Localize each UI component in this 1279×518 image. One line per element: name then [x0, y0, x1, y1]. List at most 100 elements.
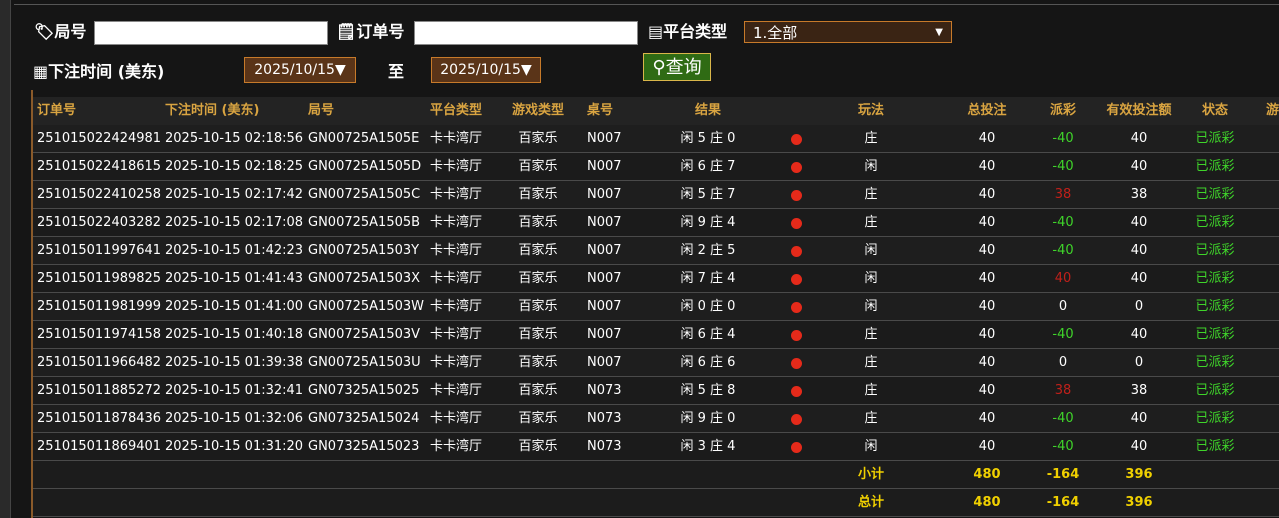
cell: 已派彩 [1195, 355, 1235, 370]
cell: 38 [1054, 187, 1072, 202]
cell: 卡卡湾厅 [430, 439, 483, 454]
cell: 251015022410258 [37, 187, 162, 202]
cell: 卡卡湾厅 [430, 187, 483, 202]
play-icon [791, 162, 802, 173]
cell: 闲 [864, 439, 878, 454]
cell: 40 [978, 355, 996, 370]
cell: 百家乐 [518, 439, 558, 454]
cell: 闲 3 庄 4 [680, 439, 736, 454]
query-button[interactable]: ⚲查询 [643, 53, 711, 81]
cell: 闲 0 庄 0 [680, 299, 736, 314]
cell: 已派彩 [1195, 383, 1235, 398]
label: 平台类型 [663, 22, 728, 41]
cell: 2025-10-15 01:40:18 [165, 327, 304, 342]
cell: 已派彩 [1195, 439, 1235, 454]
cell: -40 [1052, 411, 1074, 426]
cell: 已派彩 [1195, 243, 1235, 258]
cell: 已派彩 [1195, 215, 1235, 230]
top-border [14, 4, 1279, 5]
cell: 38 [1130, 187, 1148, 202]
cell: 0 [1058, 355, 1068, 370]
table-row [33, 377, 1279, 405]
cell: 2025-10-15 01:41:43 [165, 271, 304, 286]
play-icon [791, 386, 802, 397]
cell: -40 [1052, 243, 1074, 258]
cell: 已派彩 [1195, 159, 1235, 174]
cell: 已派彩 [1195, 327, 1235, 342]
cell: 251015011878436 [37, 411, 162, 426]
cell: 251015011974158 [37, 327, 162, 342]
round-label: 🏷局号 [34, 22, 87, 41]
cell: 闲 6 庄 7 [680, 159, 736, 174]
play-icon [791, 442, 802, 453]
cell: 闲 [864, 159, 878, 174]
header-cell: 玩法 [857, 103, 884, 118]
cell: 40 [1130, 131, 1148, 146]
cell: GN00725A1505D [308, 159, 422, 174]
header-cell: 游 [1266, 103, 1279, 118]
cell: GN00725A1503Y [308, 243, 420, 258]
cell: 庄 [864, 215, 878, 230]
label: 局号 [54, 22, 87, 41]
label: 订单号 [356, 22, 405, 41]
header-cell: 结果 [694, 103, 721, 118]
cell: GN00725A1503U [308, 355, 421, 370]
summary-cell: -164 [1046, 495, 1080, 510]
table-row [33, 349, 1279, 377]
summary-cell: 480 [973, 495, 1001, 510]
bet-table: 订单号 下注时间 (美东) 局号 平台类型 游戏类型 桌号 结果 玩法 总投注 派彩 有效投注额 状态… [33, 97, 1279, 518]
cell: 40 [978, 187, 996, 202]
cell: 2025-10-15 02:18:25 [165, 159, 304, 174]
cell: 百家乐 [518, 411, 558, 426]
cell: 庄 [864, 383, 878, 398]
cell: GN00725A1505B [308, 215, 421, 230]
cell: 251015011885272 [37, 383, 162, 398]
cell: 百家乐 [518, 243, 558, 258]
cell: 2025-10-15 01:32:06 [165, 411, 304, 426]
cell: 0 [1134, 299, 1144, 314]
cell: 40 [978, 439, 996, 454]
select-value: 1.全部 [753, 24, 798, 42]
cell: 2025-10-15 01:41:00 [165, 299, 304, 314]
summary-cell: 396 [1125, 495, 1153, 510]
table-row [33, 433, 1279, 461]
play-icon [791, 358, 802, 369]
cell: N073 [587, 439, 622, 454]
cell: GN07325A15024 [308, 411, 420, 426]
cell: -40 [1052, 159, 1074, 174]
cell: 卡卡湾厅 [430, 383, 483, 398]
table-row [33, 265, 1279, 293]
cell: 251015011966482 [37, 355, 162, 370]
platform-select[interactable]: 1.全部 ▼ [744, 21, 952, 43]
play-icon [791, 274, 802, 285]
cell: 闲 9 庄 4 [680, 215, 736, 230]
date-from[interactable]: 2025/10/15▼ [244, 57, 356, 83]
date-to[interactable]: 2025/10/15▼ [431, 57, 541, 83]
cell: N007 [587, 299, 622, 314]
cell: 已派彩 [1195, 411, 1235, 426]
cell: 40 [978, 299, 996, 314]
cell: 40 [978, 159, 996, 174]
cell: 百家乐 [518, 299, 558, 314]
header-row [33, 97, 1279, 126]
order-input[interactable] [414, 21, 638, 45]
cell: 2025-10-15 01:42:23 [165, 243, 304, 258]
play-icon [791, 218, 802, 229]
button-text: 查询 [665, 57, 702, 78]
cell: 40 [1130, 327, 1148, 342]
cell: 40 [978, 411, 996, 426]
order-label: 🗒订单号 [336, 22, 405, 41]
cell: 卡卡湾厅 [430, 299, 483, 314]
cell: 已派彩 [1195, 299, 1235, 314]
table-row [33, 181, 1279, 209]
cell: 卡卡湾厅 [430, 215, 483, 230]
time-label: ▦下注时间 (美东) [33, 62, 165, 81]
cell: 251015011989825 [37, 271, 162, 286]
table-row [33, 293, 1279, 321]
cell: 38 [1054, 383, 1072, 398]
cell: GN07325A15025 [308, 383, 420, 398]
round-input[interactable] [94, 21, 328, 45]
cell: 庄 [864, 131, 878, 146]
cell: 百家乐 [518, 271, 558, 286]
